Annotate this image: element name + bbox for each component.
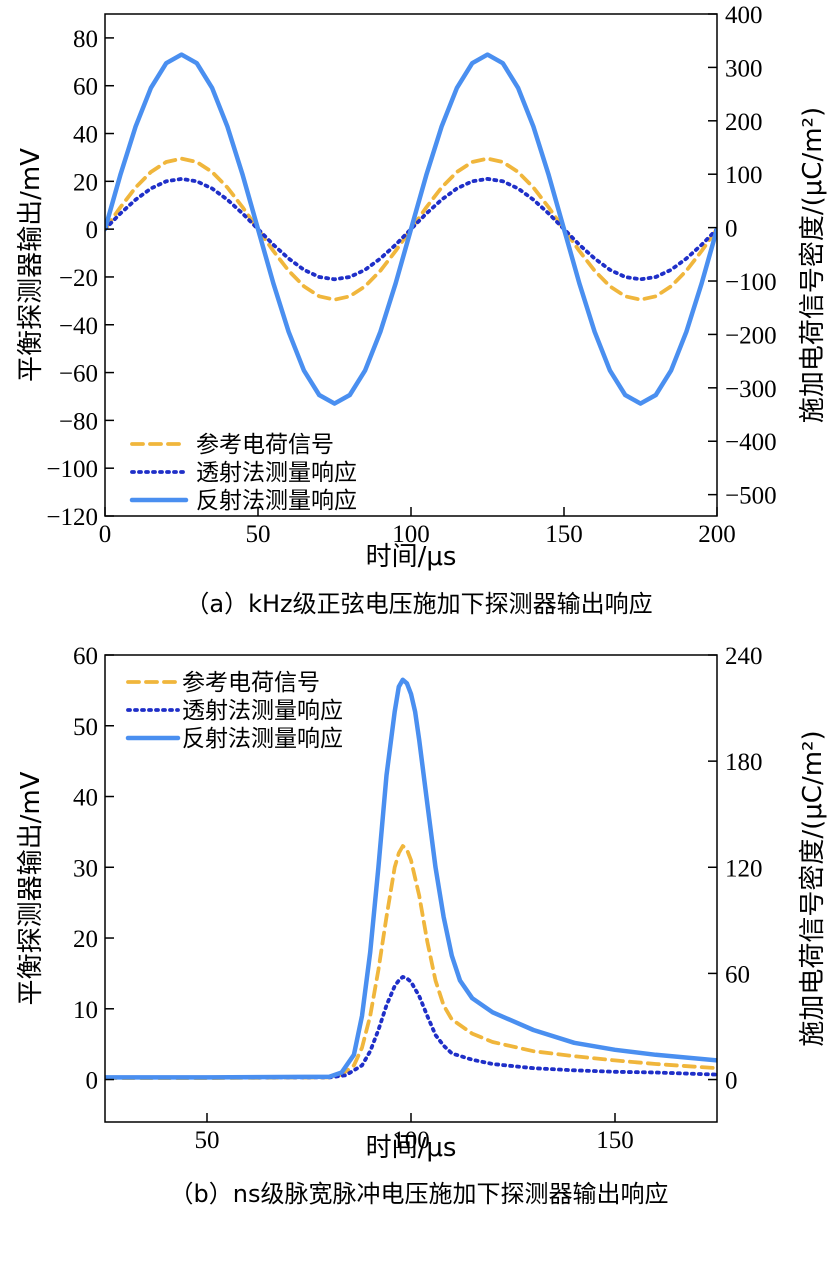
x-tick-label: 150 [596, 1127, 634, 1154]
y-tick-label: −80 [59, 408, 98, 435]
y2-tick-label: 180 [725, 749, 763, 776]
y-axis-title: 平衡探测器输出/mV [16, 148, 46, 382]
y-tick-label: −60 [59, 361, 98, 388]
y-tick-label: 10 [73, 997, 98, 1024]
series-line-solid [105, 52, 717, 406]
figure-caption: （a）kHz级正弦电压施加下探测器输出响应 [185, 590, 652, 618]
y-tick-label: 40 [73, 122, 98, 149]
y2-axis-title: 施加电荷信号密度/(μC/m²) [798, 107, 828, 423]
y2-tick-label: −400 [725, 429, 777, 456]
y-tick-label: −120 [46, 504, 98, 531]
x-tick-label: 100 [392, 1127, 430, 1154]
series-line-dotted [105, 176, 717, 282]
legend-label: 反射法测量响应 [182, 726, 343, 752]
y-tick-label: 0 [86, 1068, 99, 1095]
y-tick-label: 60 [73, 74, 98, 101]
series-line-solid [105, 677, 717, 1080]
y-tick-label: 60 [73, 643, 98, 670]
y2-axis-title: 施加电荷信号密度/(μC/m²) [798, 730, 828, 1046]
y-axis-title: 平衡探测器输出/mV [16, 771, 46, 1005]
y2-tick-label: −500 [725, 483, 777, 510]
y2-tick-label: 100 [725, 162, 763, 189]
y2-tick-label: 0 [725, 216, 738, 243]
figure-caption: （b）ns级脉宽脉冲电压施加下探测器输出响应 [170, 1180, 669, 1208]
x-axis-title: 时间/μs [366, 542, 457, 572]
x-tick-label: 0 [99, 521, 112, 548]
x-tick-label: 150 [545, 521, 583, 548]
y2-tick-label: 200 [725, 109, 763, 136]
x-tick-label: 50 [246, 521, 271, 548]
y2-tick-label: 0 [725, 1068, 738, 1095]
y2-tick-label: −100 [725, 269, 777, 296]
y-tick-label: 20 [73, 926, 98, 953]
y2-tick-label: 240 [725, 643, 763, 670]
y2-tick-label: 60 [725, 961, 750, 988]
y2-tick-label: −200 [725, 322, 777, 349]
legend-label: 参考电荷信号 [196, 432, 334, 458]
y2-tick-label: −300 [725, 376, 777, 403]
chart-panel-a: 0 50 100 150 200806040200−20−40−60−80−100−12… [16, 2, 828, 618]
y-tick-label: −20 [59, 265, 98, 292]
legend-label: 透射法测量响应 [182, 698, 343, 724]
y-tick-label: 50 [73, 714, 98, 741]
y-tick-label: 0 [86, 217, 99, 244]
series-line-dotted [105, 975, 717, 1080]
y-tick-label: 30 [73, 855, 98, 882]
legend-label: 参考电荷信号 [182, 670, 320, 696]
legend-label: 透射法测量响应 [196, 460, 357, 486]
y-tick-label: −40 [59, 313, 98, 340]
y2-tick-label: 400 [725, 2, 763, 29]
y-tick-label: 40 [73, 785, 98, 812]
series-line-dashed [105, 844, 717, 1080]
x-tick-label: 50 [195, 1127, 220, 1154]
x-tick-label: 100 [392, 521, 430, 548]
y-tick-label: 80 [73, 26, 98, 53]
x-axis-title: 时间/μs [366, 1133, 457, 1163]
y2-tick-label: 120 [725, 855, 763, 882]
series-line-dashed [105, 156, 717, 302]
y2-tick-label: 300 [725, 55, 763, 82]
y-tick-label: −100 [46, 456, 98, 483]
legend-label: 反射法测量响应 [196, 488, 357, 514]
chart-panel-b: 50 100 1506050403020100240180120600时间/μs平衡… [16, 643, 828, 1208]
y-tick-label: 20 [73, 169, 98, 196]
x-tick-label: 200 [698, 521, 736, 548]
